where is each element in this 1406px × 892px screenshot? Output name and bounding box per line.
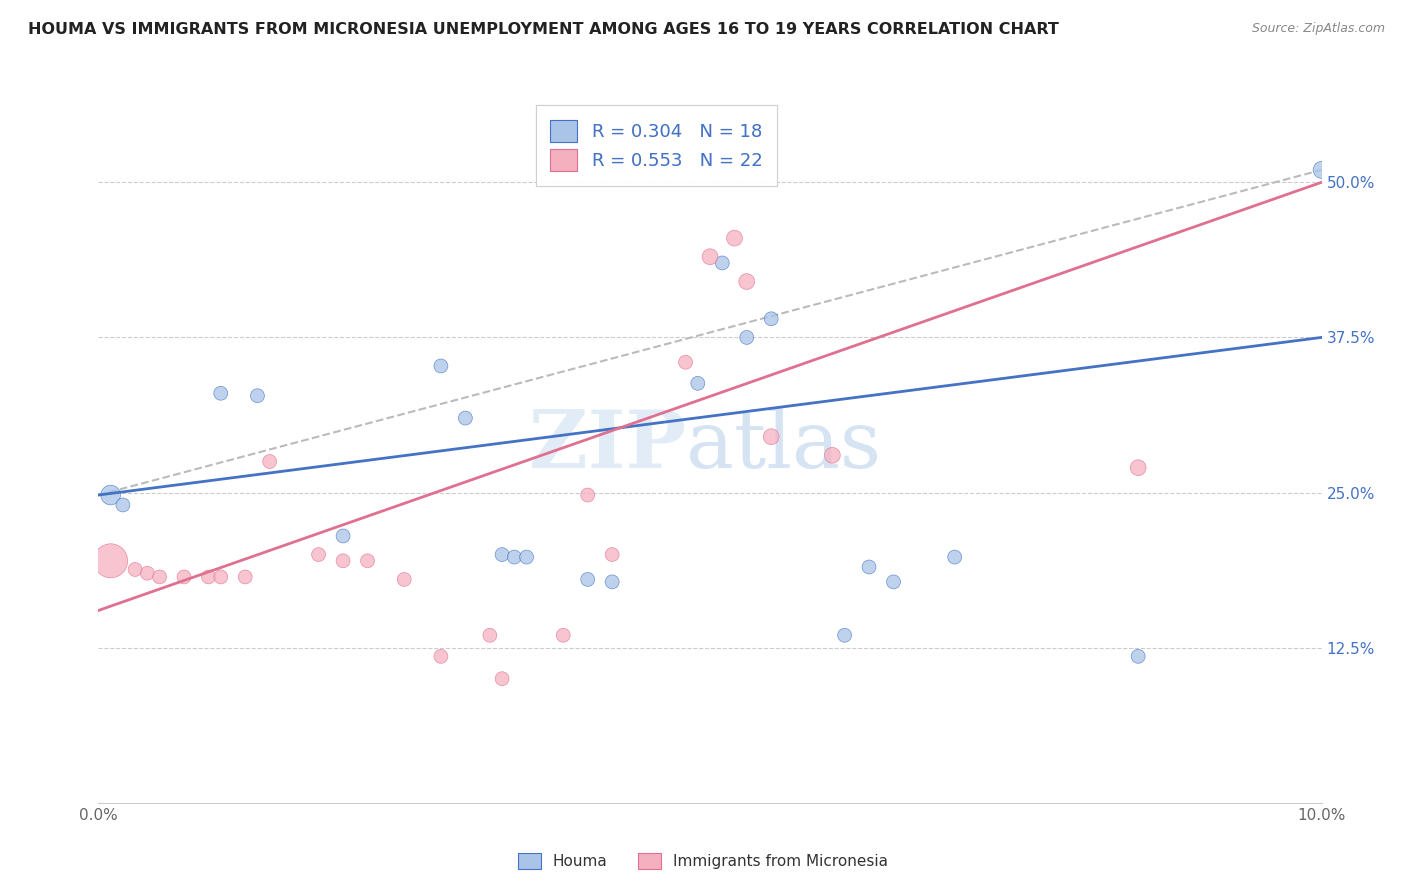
Point <box>246 389 269 403</box>
Point <box>430 649 453 664</box>
Point <box>491 548 513 562</box>
Point <box>1310 162 1333 177</box>
Point <box>858 560 880 574</box>
Point <box>821 448 844 462</box>
Point <box>675 355 697 369</box>
Point <box>834 628 856 642</box>
Point <box>759 311 782 326</box>
Point <box>699 250 721 264</box>
Point <box>600 574 623 589</box>
Point <box>233 570 256 584</box>
Point <box>759 430 782 444</box>
Point <box>553 628 575 642</box>
Text: atlas: atlas <box>686 407 880 485</box>
Point <box>197 570 219 584</box>
Point <box>943 550 966 565</box>
Point <box>478 628 501 642</box>
Point <box>259 454 281 468</box>
Point <box>1128 460 1150 475</box>
Point <box>686 376 709 391</box>
Point <box>735 275 758 289</box>
Point <box>576 573 599 587</box>
Point <box>430 359 453 373</box>
Point <box>392 573 416 587</box>
Point <box>100 554 122 568</box>
Point <box>149 570 172 584</box>
Point <box>711 256 734 270</box>
Point <box>883 574 905 589</box>
Point <box>209 570 232 584</box>
Legend: Houma, Immigrants from Micronesia: Houma, Immigrants from Micronesia <box>512 847 894 875</box>
Point <box>111 498 134 512</box>
Point <box>100 488 122 502</box>
Point <box>735 330 758 344</box>
Point <box>136 566 159 581</box>
Point <box>503 550 526 565</box>
Point <box>723 231 745 245</box>
Point <box>308 548 330 562</box>
Point <box>600 548 623 562</box>
Point <box>1128 649 1150 664</box>
Point <box>491 672 513 686</box>
Point <box>516 550 538 565</box>
Point <box>332 529 354 543</box>
Point <box>356 554 378 568</box>
Point <box>173 570 195 584</box>
Text: HOUMA VS IMMIGRANTS FROM MICRONESIA UNEMPLOYMENT AMONG AGES 16 TO 19 YEARS CORRE: HOUMA VS IMMIGRANTS FROM MICRONESIA UNEM… <box>28 22 1059 37</box>
Text: Source: ZipAtlas.com: Source: ZipAtlas.com <box>1251 22 1385 36</box>
Point <box>124 562 146 576</box>
Point <box>332 554 354 568</box>
Text: ZIP: ZIP <box>529 407 686 485</box>
Point <box>209 386 232 401</box>
Point <box>576 488 599 502</box>
Legend: R = 0.304   N = 18, R = 0.553   N = 22: R = 0.304 N = 18, R = 0.553 N = 22 <box>536 105 776 186</box>
Point <box>454 411 477 425</box>
